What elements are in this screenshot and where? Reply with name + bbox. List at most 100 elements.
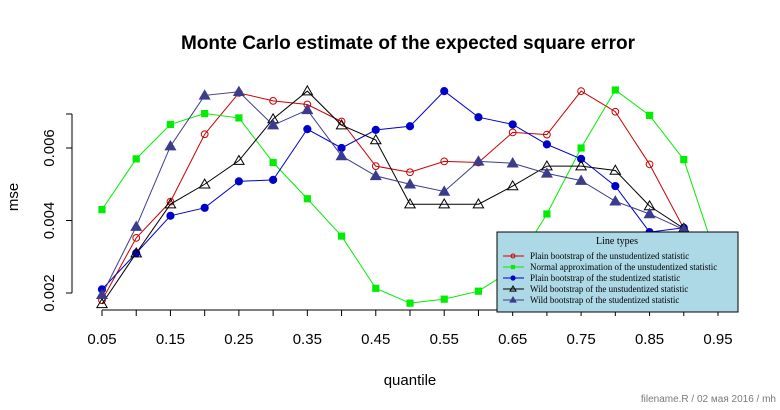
data-point	[369, 169, 382, 181]
data-point	[369, 133, 382, 145]
data-point	[164, 198, 177, 209]
x-axis-label: quantile	[384, 372, 437, 389]
x-axis: 0.05 0.15 0.25 0.35 0.45 0.55 0.65 0.75 0.85 0.95	[87, 310, 733, 348]
x-tick-label: 0.25	[224, 331, 253, 348]
data-point	[577, 154, 586, 163]
legend: Line types Plain bootstrap of the unstud…	[496, 231, 739, 313]
data-point	[303, 195, 311, 203]
x-tick-label: 0.95	[703, 331, 732, 348]
data-point	[337, 232, 346, 240]
data-point	[506, 157, 519, 168]
legend-entries: Plain bootstrap of the unstudentized sta…	[503, 251, 717, 305]
x-tick-label: 0.45	[361, 331, 390, 348]
data-point	[95, 297, 109, 309]
legend-entry: Plain bootstrap of the studentized stati…	[503, 273, 680, 283]
data-point	[611, 107, 620, 116]
series-5	[95, 85, 725, 300]
data-point	[234, 177, 243, 186]
data-point	[643, 207, 656, 219]
data-point	[405, 122, 415, 131]
legend-marker	[510, 253, 516, 259]
x-tick-label: 0.85	[635, 331, 664, 348]
data-point	[269, 97, 277, 105]
data-point	[303, 125, 312, 134]
data-point	[269, 175, 278, 184]
y-tick-label: 0.004	[41, 202, 58, 240]
data-point	[198, 89, 211, 100]
data-point	[440, 86, 449, 96]
data-point	[267, 118, 280, 130]
data-point	[232, 154, 245, 165]
series-line	[101, 90, 719, 305]
data-point	[235, 114, 243, 122]
data-point	[269, 158, 277, 167]
data-point	[440, 157, 449, 166]
legend-marker	[510, 275, 516, 281]
data-point	[371, 162, 380, 170]
data-point	[132, 234, 141, 242]
data-point	[575, 174, 588, 185]
data-point	[130, 246, 143, 258]
data-point	[232, 85, 245, 97]
legend-title: Line types	[596, 236, 638, 247]
data-point	[508, 120, 517, 129]
data-point	[542, 140, 551, 149]
data-point	[372, 284, 380, 292]
footer-note: filename.R / 02 мая 2016 / mh	[641, 394, 776, 405]
data-point	[611, 181, 620, 191]
data-point	[164, 140, 177, 151]
data-point	[132, 155, 140, 163]
data-point	[301, 84, 314, 96]
data-point	[130, 220, 143, 231]
data-point	[540, 167, 553, 178]
data-point	[403, 178, 417, 189]
data-point	[200, 130, 209, 139]
data-point	[611, 86, 619, 94]
data-point	[609, 164, 622, 175]
data-point	[438, 198, 451, 209]
y-axis-label: mse	[5, 183, 22, 211]
x-tick-label: 0.75	[567, 331, 596, 348]
data-point	[508, 128, 517, 137]
data-point	[98, 206, 106, 214]
chart-title: Monte Carlo estimate of the expected squ…	[181, 33, 636, 54]
data-point	[472, 198, 485, 209]
data-point	[406, 168, 414, 177]
legend-marker	[509, 285, 517, 292]
data-point	[609, 195, 622, 206]
legend-marker	[509, 296, 517, 303]
data-point	[198, 178, 211, 189]
x-tick-label: 0.05	[87, 331, 116, 348]
data-point	[645, 111, 654, 119]
data-point	[472, 155, 485, 166]
data-point	[543, 210, 551, 218]
legend-box	[496, 231, 739, 313]
data-point	[645, 160, 654, 169]
data-point	[166, 211, 175, 220]
legend-label: Wild bootstrap of the studentized statis…	[530, 295, 679, 305]
data-point	[680, 156, 688, 164]
x-tick-label: 0.35	[293, 331, 322, 348]
data-point	[543, 130, 551, 139]
x-tick-label: 0.15	[156, 331, 185, 348]
data-point	[201, 109, 209, 118]
legend-label: Plain bootstrap of the unstudentized sta…	[530, 251, 689, 261]
x-tick-label: 0.55	[430, 331, 459, 348]
data-point	[200, 203, 209, 212]
data-point	[577, 87, 585, 95]
legend-entry: Wild bootstrap of the unstudentized stat…	[503, 284, 688, 294]
y-tick-label: 0.002	[41, 274, 58, 312]
data-point	[577, 144, 585, 152]
data-point	[406, 299, 414, 307]
data-point	[403, 198, 417, 209]
legend-label: Normal approximation of the unstudentize…	[530, 262, 717, 272]
legend-marker	[510, 264, 516, 270]
y-tick-label: 0.006	[41, 129, 58, 167]
legend-entry: Plain bootstrap of the unstudentized sta…	[503, 251, 689, 261]
data-point	[301, 103, 314, 115]
y-axis: 0.002 0.004 0.006	[41, 113, 72, 312]
data-point	[95, 288, 109, 300]
data-point	[506, 179, 519, 191]
